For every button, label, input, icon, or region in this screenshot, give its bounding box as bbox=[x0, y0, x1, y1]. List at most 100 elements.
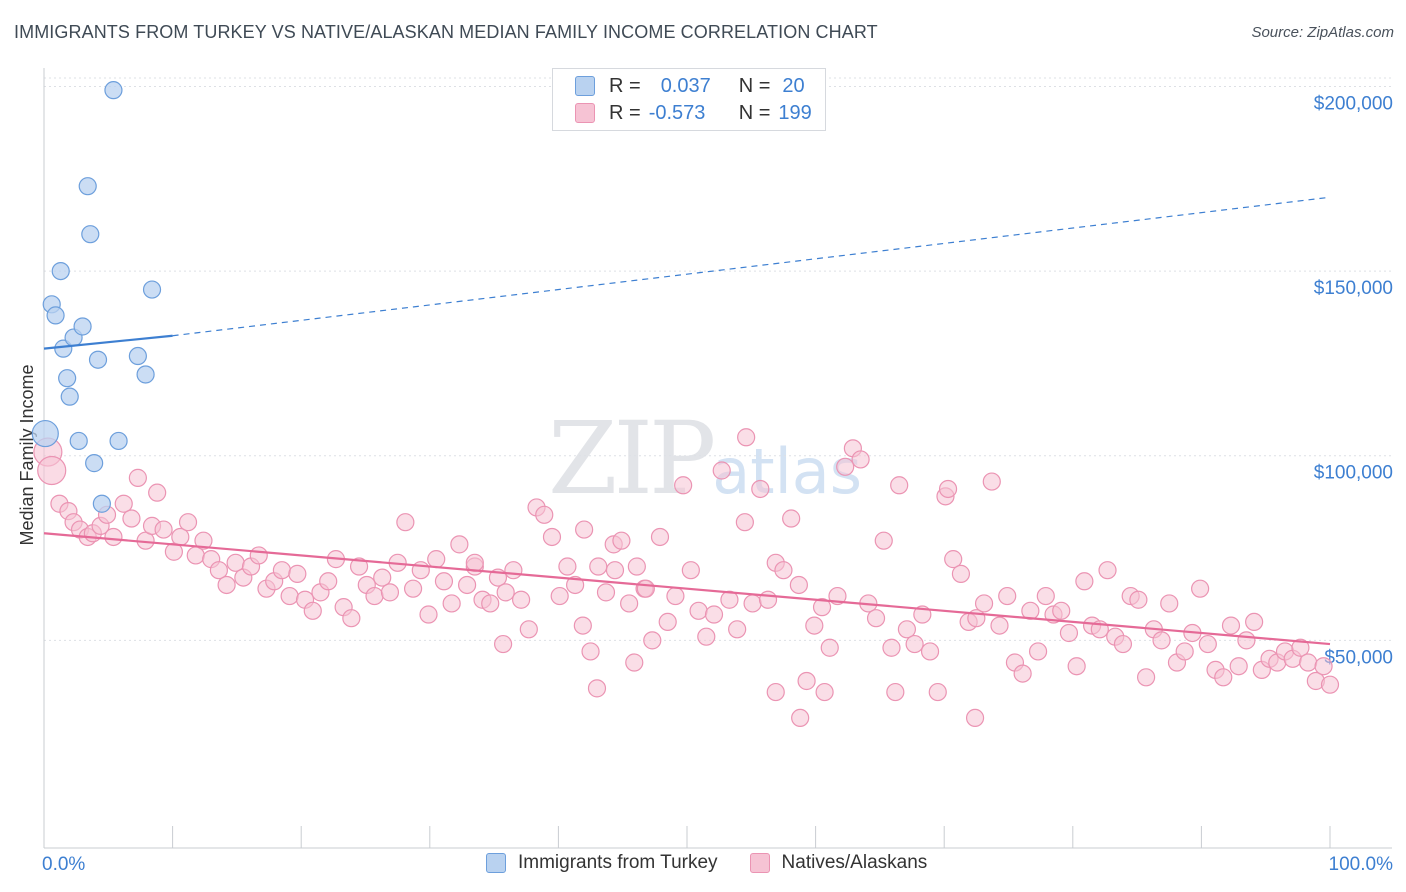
natives-point bbox=[419, 605, 438, 624]
turkey-n-value: 20 bbox=[782, 74, 805, 97]
natives-point bbox=[627, 557, 646, 576]
turkey-point bbox=[104, 81, 123, 100]
watermark-atlas: atlas bbox=[712, 435, 863, 508]
natives-point bbox=[737, 428, 756, 447]
natives-point bbox=[396, 513, 415, 532]
natives-point bbox=[481, 594, 500, 613]
legend-item-natives[interactable]: Natives/Alaskans bbox=[749, 852, 927, 874]
legend-item-turkey[interactable]: Immigrants from Turkey bbox=[486, 852, 718, 874]
natives-point bbox=[1152, 631, 1171, 650]
natives-point bbox=[535, 505, 554, 524]
stats-legend-row-natives: R = -0.573 N = 199 bbox=[575, 101, 812, 125]
natives-point bbox=[882, 638, 901, 657]
natives-point bbox=[928, 682, 947, 702]
turkey-r-value: 0.037 bbox=[660, 74, 711, 97]
natives-point bbox=[797, 671, 816, 691]
natives-swatch bbox=[575, 103, 595, 123]
natives-point bbox=[587, 679, 607, 698]
natives-point bbox=[791, 708, 810, 728]
natives-point bbox=[1160, 594, 1179, 613]
natives-point bbox=[951, 564, 971, 583]
natives-point bbox=[743, 594, 762, 613]
natives-point bbox=[1028, 642, 1048, 661]
natives-point bbox=[990, 616, 1009, 635]
turkey-point bbox=[73, 317, 92, 336]
natives-point bbox=[1098, 561, 1117, 580]
natives-point bbox=[1129, 590, 1148, 609]
natives-point bbox=[1137, 668, 1156, 687]
natives-point bbox=[890, 476, 909, 495]
natives-point bbox=[365, 586, 384, 606]
natives-point bbox=[650, 527, 670, 547]
natives-point bbox=[1113, 634, 1133, 654]
turkey-point bbox=[88, 350, 108, 369]
turkey-point bbox=[31, 419, 59, 448]
natives-point bbox=[512, 590, 531, 609]
natives-point bbox=[1036, 586, 1055, 606]
natives-point bbox=[434, 572, 454, 591]
natives-point bbox=[658, 612, 677, 632]
turkey-point bbox=[81, 225, 100, 244]
natives-point bbox=[1229, 657, 1248, 676]
turkey-point bbox=[136, 365, 155, 384]
watermark: ZIPatlas bbox=[548, 400, 862, 517]
natives-point bbox=[519, 620, 538, 639]
natives-point bbox=[998, 586, 1017, 606]
natives-point bbox=[1067, 657, 1086, 676]
natives-point bbox=[504, 561, 523, 580]
natives-point bbox=[605, 561, 625, 580]
natives-point bbox=[496, 583, 515, 602]
natives-point bbox=[782, 509, 801, 528]
natives-point bbox=[128, 468, 147, 487]
natives-point bbox=[728, 620, 747, 639]
stats-legend-row-turkey: R = 0.037 N = 20 bbox=[575, 74, 805, 98]
natives-point bbox=[217, 575, 236, 595]
turkey-point bbox=[60, 387, 79, 406]
natives-point bbox=[442, 594, 461, 613]
turkey-point bbox=[109, 431, 128, 451]
turkey-point bbox=[69, 431, 88, 451]
natives-point bbox=[566, 575, 585, 595]
natives-point bbox=[712, 461, 731, 480]
turkey-point bbox=[78, 177, 97, 196]
natives-point bbox=[114, 494, 133, 513]
natives-point bbox=[704, 605, 724, 624]
natives-point bbox=[789, 575, 808, 595]
natives-point bbox=[194, 531, 213, 550]
natives-point bbox=[209, 561, 228, 580]
natives-point bbox=[1299, 653, 1318, 672]
natives-point bbox=[620, 594, 639, 613]
turkey-swatch bbox=[575, 76, 595, 96]
natives-point bbox=[303, 601, 322, 620]
natives-point bbox=[866, 609, 886, 628]
natives-point bbox=[643, 631, 662, 650]
x-tick-label: 100.0% bbox=[1329, 854, 1394, 875]
natives-point bbox=[280, 586, 299, 606]
watermark-zip: ZIP bbox=[548, 400, 716, 517]
natives-point bbox=[897, 620, 917, 639]
turkey-point bbox=[85, 454, 104, 473]
natives-point bbox=[1198, 634, 1217, 654]
natives-point bbox=[1214, 668, 1233, 687]
turkey-point bbox=[46, 306, 65, 325]
natives-point bbox=[666, 586, 685, 606]
natives-point bbox=[851, 450, 870, 469]
natives-point bbox=[575, 520, 594, 539]
natives-point bbox=[1237, 631, 1256, 650]
natives-point bbox=[427, 550, 446, 569]
natives-point bbox=[758, 590, 778, 609]
natives-point bbox=[625, 653, 644, 672]
natives-point bbox=[272, 561, 292, 580]
turkey-point bbox=[92, 494, 111, 513]
y-tick-label: $100,000 bbox=[1314, 463, 1393, 484]
natives-point bbox=[1175, 642, 1194, 661]
natives-point bbox=[1075, 572, 1094, 591]
natives-point bbox=[589, 557, 608, 576]
series-legend: Immigrants from Turkey Natives/Alaskans bbox=[486, 852, 959, 874]
natives-point bbox=[982, 472, 1001, 491]
natives-point bbox=[944, 550, 963, 569]
natives-point bbox=[920, 642, 940, 661]
natives-point bbox=[37, 455, 67, 486]
natives-point bbox=[774, 561, 793, 580]
n-label: N = bbox=[738, 101, 771, 124]
